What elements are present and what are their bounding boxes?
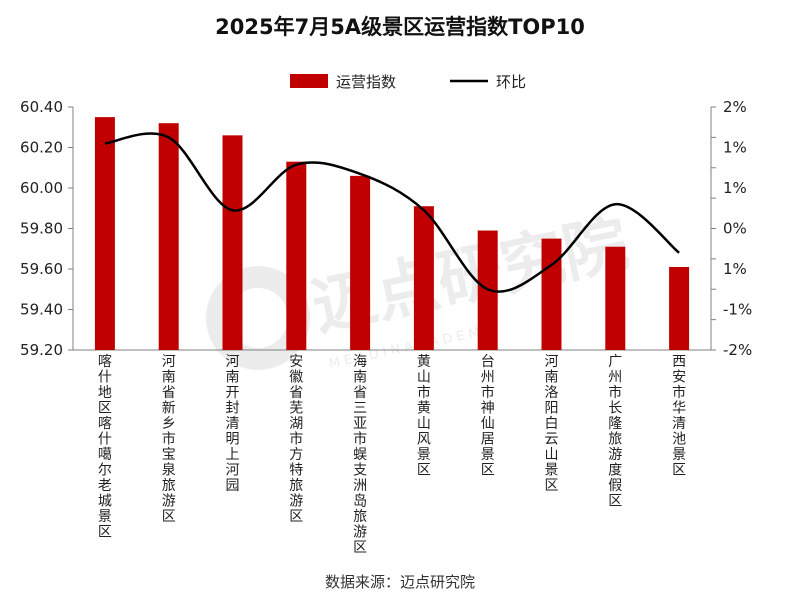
bar-5 <box>350 175 371 350</box>
bar-1 <box>94 117 115 350</box>
category-label-10: 西安市华清池景区 <box>672 354 686 479</box>
category-label-4: 安徽省芜湖市方特旅游区 <box>289 354 303 525</box>
y-right-tick-label: 1% <box>723 139 747 157</box>
source-note: 数据来源：迈点研究院 <box>325 573 475 591</box>
category-label-3: 河南开封清明上河园 <box>226 354 240 494</box>
category-label-6: 黄山市黄山风景区 <box>417 353 431 479</box>
y-left-tick-label: 59.20 <box>20 341 63 359</box>
y-left-tick-label: 60.40 <box>20 98 63 116</box>
watermark-logo-inner <box>228 288 288 348</box>
bar-3 <box>222 135 243 350</box>
category-label-9: 广州市长隆旅游度假区 <box>608 354 622 510</box>
y-right-tick-label: 1% <box>723 260 747 278</box>
line-series-huanbi <box>104 132 680 293</box>
y-left-tick-label: 59.40 <box>20 301 63 319</box>
bar-6 <box>413 206 434 350</box>
y-right-tick-labels: 2% 1% 1% 0% 1% -1% -2% <box>711 98 752 359</box>
bar-10 <box>669 266 690 350</box>
legend-swatch-bar <box>290 74 328 88</box>
y-right-tick-label: -1% <box>723 301 752 319</box>
y-right-tick-label: -2% <box>723 341 752 359</box>
bar-4 <box>286 161 307 350</box>
y-left-tick-label: 59.80 <box>20 220 63 238</box>
y-left-tick-labels: 60.40 60.20 60.00 59.80 59.60 59.40 59.20 <box>20 98 73 359</box>
legend-label-bar: 运营指数 <box>336 73 396 91</box>
y-right-tick-label: 0% <box>723 220 747 238</box>
category-label-7: 台州市神仙居景区 <box>481 354 495 479</box>
x-category-labels: 喀什地区喀什噶尔老城景区 河南省新乡市宝泉旅游区 河南开封清明上河园 安徽省芜湖市方特… <box>98 353 686 556</box>
chart-title: 2025年7月5A级景区运营指数TOP10 <box>215 15 585 39</box>
bar-8 <box>541 238 562 350</box>
legend: 运营指数 环比 <box>290 73 526 91</box>
y-right-tick-label: 2% <box>723 98 747 116</box>
category-label-1: 喀什地区喀什噶尔老城景区 <box>98 354 112 541</box>
category-label-2: 河南省新乡市宝泉旅游区 <box>162 354 176 525</box>
bar-9 <box>605 246 626 350</box>
category-label-5: 海南省三亚市蜈支洲岛旅游区 <box>353 354 367 556</box>
legend-label-line: 环比 <box>496 73 526 91</box>
y-right-tick-label: 1% <box>723 179 747 197</box>
y-left-tick-label: 59.60 <box>20 260 63 278</box>
y-left-tick-label: 60.20 <box>20 139 63 157</box>
bar-2 <box>158 123 179 350</box>
category-label-8: 河南洛阳白云山景区 <box>545 354 559 494</box>
y-left-tick-label: 60.00 <box>20 179 63 197</box>
bar-series <box>94 117 690 350</box>
